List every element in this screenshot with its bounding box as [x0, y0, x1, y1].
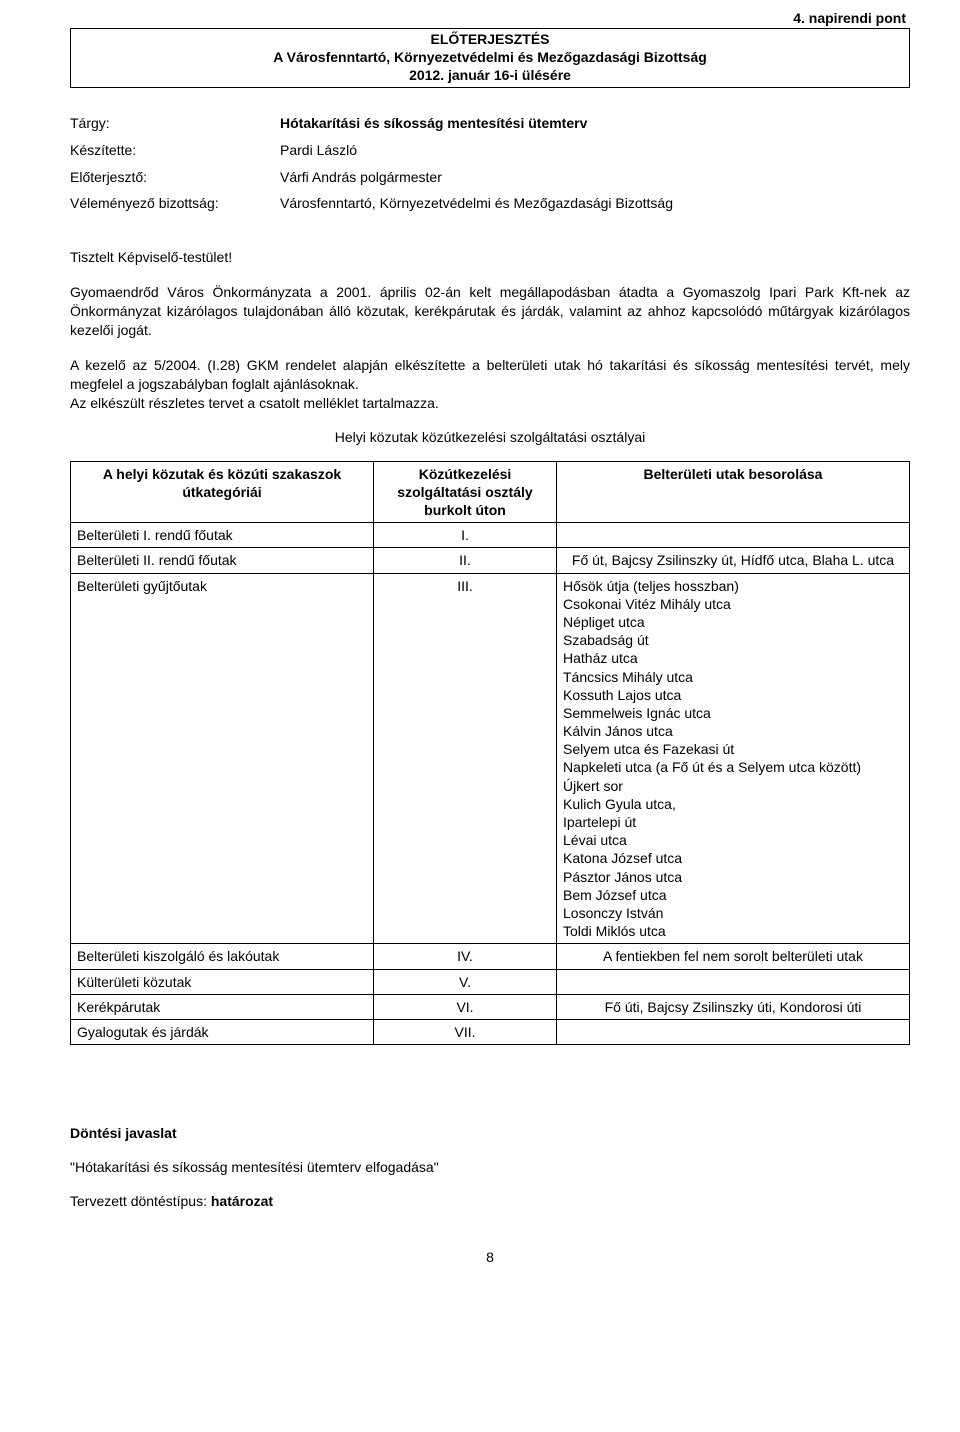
table-header-row: A helyi közutak és közúti szakaszok útka… [71, 461, 910, 523]
table-header-col2: Közútkezelési szolgáltatási osztály burk… [374, 461, 557, 523]
table-cell-roads: Fő úti, Bajcsy Zsilinszky úti, Kondorosi… [557, 994, 910, 1019]
meta-value: Pardi László [280, 137, 673, 164]
table-header-col3: Belterületi utak besorolása [557, 461, 910, 523]
road-list-line: Katona József utca [563, 849, 903, 867]
table-row: Belterületi gyűjtőutakIII.Hősök útja (te… [71, 573, 910, 944]
road-list-line: Ipartelepi út [563, 813, 903, 831]
road-list-line: Népliget utca [563, 613, 903, 631]
paragraph-2: A kezelő az 5/2004. (I.28) GKM rendelet … [70, 356, 910, 394]
salutation: Tisztelt Képviselő-testület! [70, 249, 910, 265]
table-cell-roads: Hősök útja (teljes hosszban)Csokonai Vit… [557, 573, 910, 944]
decision-type-value: határozat [211, 1193, 273, 1209]
meta-label: Előterjesztő: [70, 164, 280, 191]
road-list-line: Kulich Gyula utca, [563, 795, 903, 813]
table-cell-roads [557, 969, 910, 994]
table-row: Külterületi közutakV. [71, 969, 910, 994]
meta-value: Hótakarítási és síkosság mentesítési üte… [280, 110, 673, 137]
table-cell-roads [557, 1019, 910, 1044]
table-cell-class: II. [374, 548, 557, 573]
decision-heading: Döntési javaslat [70, 1125, 910, 1141]
table-cell-class: VI. [374, 994, 557, 1019]
table-row: Belterületi II. rendű főutakII.Fő út, Ba… [71, 548, 910, 573]
paragraph-3: Az elkészült részletes tervet a csatolt … [70, 394, 910, 413]
table-row: Belterületi I. rendű főutakI. [71, 523, 910, 548]
table-cell-class: I. [374, 523, 557, 548]
table-cell-category: Belterületi I. rendű főutak [71, 523, 374, 548]
header-line-1: ELŐTERJESZTÉS [71, 31, 909, 49]
classification-table: A helyi közutak és közúti szakaszok útka… [70, 461, 910, 1045]
road-list-line: Selyem utca és Fazekasi út [563, 740, 903, 758]
meta-value: Várfi András polgármester [280, 164, 673, 191]
road-list-line: Csokonai Vitéz Mihály utca [563, 595, 903, 613]
table-cell-roads: A fentiekben fel nem sorolt belterületi … [557, 944, 910, 969]
decision-type-label: Tervezett döntéstípus: [70, 1193, 211, 1209]
meta-row-targy: Tárgy: Hótakarítási és síkosság mentesít… [70, 110, 673, 137]
table-row: Gyalogutak és járdákVII. [71, 1019, 910, 1044]
road-list-line: Hatház utca [563, 649, 903, 667]
page-number: 8 [70, 1249, 910, 1265]
decision-quote: "Hótakarítási és síkosság mentesítési üt… [70, 1159, 910, 1175]
table-row: Belterületi kiszolgáló és lakóutakIV.A f… [71, 944, 910, 969]
table-cell-roads [557, 523, 910, 548]
table-cell-category: Belterületi gyűjtőutak [71, 573, 374, 944]
meta-value-strong: Hótakarítási és síkosság mentesítési üte… [280, 115, 587, 131]
road-list-line: Pásztor János utca [563, 868, 903, 886]
paragraph-1: Gyomaendrőd Város Önkormányzata a 2001. … [70, 283, 910, 340]
road-list-line: Bem József utca [563, 886, 903, 904]
meta-row-eloterjeszto: Előterjesztő: Várfi András polgármester [70, 164, 673, 191]
meta-row-keszitette: Készítette: Pardi László [70, 137, 673, 164]
header-box: ELŐTERJESZTÉS A Városfenntartó, Környeze… [70, 28, 910, 88]
meta-value: Városfenntartó, Környezetvédelmi és Mező… [280, 190, 673, 217]
road-list-line: Kálvin János utca [563, 722, 903, 740]
meta-table: Tárgy: Hótakarítási és síkosság mentesít… [70, 110, 673, 218]
table-cell-class: VII. [374, 1019, 557, 1044]
road-list-line: Lévai utca [563, 831, 903, 849]
road-list-line: Táncsics Mihály utca [563, 668, 903, 686]
road-list-line: Hősök útja (teljes hosszban) [563, 577, 903, 595]
table-cell-class: V. [374, 969, 557, 994]
road-list-line: Losonczy István [563, 904, 903, 922]
table-row: KerékpárutakVI.Fő úti, Bajcsy Zsilinszky… [71, 994, 910, 1019]
road-list-line: Kossuth Lajos utca [563, 686, 903, 704]
table-cell-category: Belterületi II. rendű főutak [71, 548, 374, 573]
meta-label: Tárgy: [70, 110, 280, 137]
table-cell-roads: Fő út, Bajcsy Zsilinszky út, Hídfő utca,… [557, 548, 910, 573]
table-cell-category: Belterületi kiszolgáló és lakóutak [71, 944, 374, 969]
table-cell-category: Kerékpárutak [71, 994, 374, 1019]
road-list-line: Újkert sor [563, 777, 903, 795]
agenda-point: 4. napirendi pont [70, 10, 910, 26]
road-list-line: Napkeleti utca (a Fő út és a Selyem utca… [563, 758, 903, 776]
road-list-line: Semmelweis Ignác utca [563, 704, 903, 722]
table-cell-class: IV. [374, 944, 557, 969]
table-header-col1: A helyi közutak és közúti szakaszok útka… [71, 461, 374, 523]
decision-type: Tervezett döntéstípus: határozat [70, 1193, 910, 1209]
table-cell-class: III. [374, 573, 557, 944]
meta-row-velemenyezo: Véleményező bizottság: Városfenntartó, K… [70, 190, 673, 217]
road-list-line: Szabadság út [563, 631, 903, 649]
meta-label: Véleményező bizottság: [70, 190, 280, 217]
table-subtitle: Helyi közutak közútkezelési szolgáltatás… [70, 429, 910, 445]
header-line-2: A Városfenntartó, Környezetvédelmi és Me… [71, 49, 909, 67]
table-cell-category: Külterületi közutak [71, 969, 374, 994]
table-cell-category: Gyalogutak és járdák [71, 1019, 374, 1044]
road-list-line: Toldi Miklós utca [563, 922, 903, 940]
meta-label: Készítette: [70, 137, 280, 164]
header-line-3: 2012. január 16-i ülésére [71, 67, 909, 85]
